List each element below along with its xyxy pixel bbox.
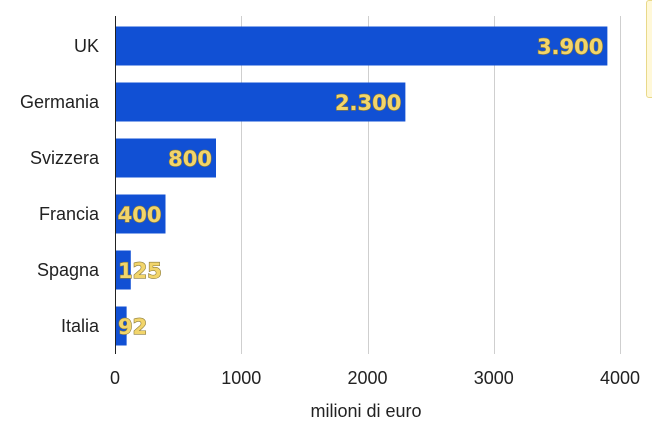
bar-svizzera [115, 138, 216, 178]
bar-francia [115, 194, 166, 234]
bar-spagna [115, 250, 131, 290]
legend-box-edge [646, 0, 652, 98]
data-label-uk: 3.900 [537, 35, 603, 59]
data-label-spagna: 125 [118, 259, 162, 283]
category-label-uk: UK [74, 36, 99, 56]
x-axis-title: milioni di euro [310, 401, 421, 421]
labels: 0 1000 2000 3000 4000 UK 3.900 Germania 2.300 Svi… [20, 34, 640, 388]
data-label-germania: 2.300 [335, 91, 401, 115]
x-tick-label-0: 0 [110, 368, 120, 388]
data-label-svizzera: 800 [168, 147, 212, 171]
bars [115, 26, 608, 346]
data-label-italia: 92 [118, 315, 147, 339]
bar-germania [115, 82, 406, 122]
x-tick-label-1000: 1000 [221, 368, 261, 388]
bar-uk [115, 26, 608, 66]
grid-lines [241, 16, 621, 354]
data-label-francia: 400 [118, 203, 162, 227]
category-label-francia: Francia [39, 204, 100, 224]
category-label-svizzera: Svizzera [30, 148, 100, 168]
category-label-germania: Germania [20, 92, 100, 112]
category-label-spagna: Spagna [37, 260, 100, 280]
x-tick-label-3000: 3000 [474, 368, 514, 388]
x-tick-label-2000: 2000 [347, 368, 387, 388]
x-tick-label-4000: 4000 [600, 368, 640, 388]
bar-italia [115, 306, 127, 346]
category-label-italia: Italia [61, 316, 100, 336]
